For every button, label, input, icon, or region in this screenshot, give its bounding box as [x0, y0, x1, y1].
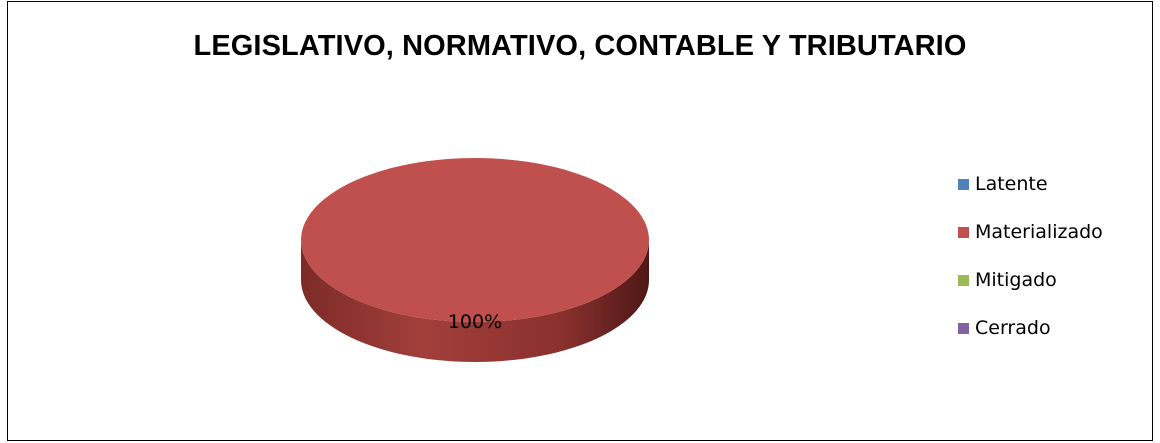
data-label-materializado: 100% — [448, 311, 502, 333]
legend-item-materializado: Materializado — [958, 220, 1103, 244]
pie-chart: 100% — [301, 158, 649, 362]
legend-item-latente: Latente — [958, 172, 1048, 196]
legend-label-cerrado: Cerrado — [975, 317, 1051, 339]
legend-swatch-cerrado — [958, 322, 969, 334]
legend-label-latente: Latente — [975, 173, 1048, 195]
legend-swatch-mitigado — [958, 274, 969, 286]
pie-slice-materializado — [301, 158, 649, 322]
legend-swatch-materializado — [958, 226, 969, 238]
legend-label-materializado: Materializado — [975, 221, 1103, 243]
legend-item-cerrado: Cerrado — [958, 316, 1051, 340]
legend-label-mitigado: Mitigado — [975, 269, 1057, 291]
legend-swatch-latente — [958, 178, 969, 190]
pie-slice-side-materializado — [301, 240, 649, 362]
legend-item-mitigado: Mitigado — [958, 268, 1057, 292]
chart-frame: LEGISLATIVO, NORMATIVO, CONTABLE Y TRIBU… — [7, 1, 1153, 441]
chart-title: LEGISLATIVO, NORMATIVO, CONTABLE Y TRIBU… — [193, 30, 967, 62]
